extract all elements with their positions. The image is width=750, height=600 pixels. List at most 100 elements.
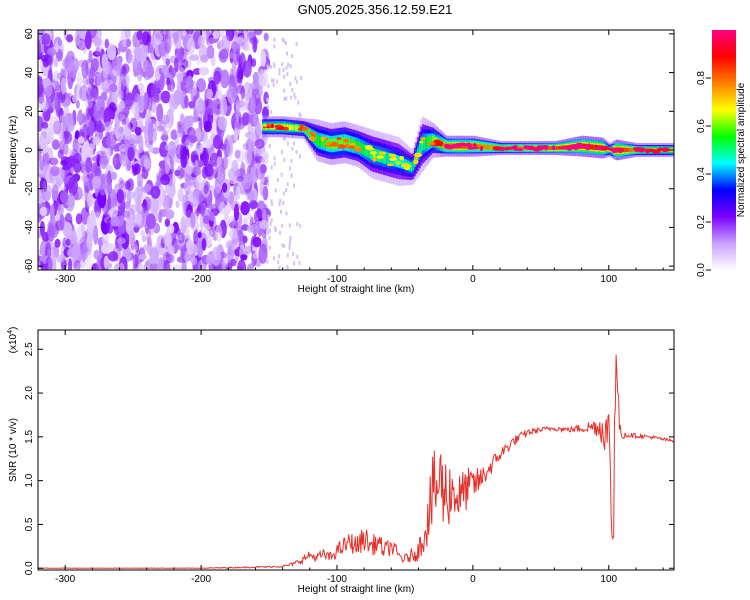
x-tick-label: -200 [191,274,211,285]
heatmap-sparse-dot [286,253,289,258]
heatmap-noise-blob [94,167,99,176]
heatmap-noise-blob [226,85,237,105]
heatmap-noise-blob [193,228,199,246]
heatmap-noise-blob [170,129,178,140]
heatmap-hot-spot [344,143,350,149]
heatmap-hot-spot [348,142,357,146]
heatmap-noise-blob [121,119,127,126]
heatmap-noise-blob [189,54,200,61]
heatmap-noise-blob [262,235,268,256]
heatmap-hot-spot [388,153,393,157]
heatmap-noise-blob [259,180,264,196]
heatmap-sparse-dot [286,51,288,56]
heatmap-sparse-dot [269,221,272,226]
heatmap-ridge-cell [387,152,390,165]
heatmap-noise-blob [228,175,239,185]
heatmap-noise-blob [249,161,259,168]
heatmap-noise-blob [196,78,207,93]
heatmap-noise-blob [43,53,53,66]
heatmap-noise-blob [132,58,142,73]
heatmap-noise-blob [51,177,61,192]
heatmap-sparse-dot [267,230,270,235]
heatmap-noise-blob [160,72,165,91]
heatmap-noise-blob [253,72,259,83]
heatmap-noise-blob [200,54,209,63]
heatmap-ridge-cell [316,134,319,145]
x-tick-label: -100 [327,274,347,285]
heatmap-noise-blob [171,67,176,78]
heatmap-noise-blob [48,121,54,135]
heatmap-noise-blob [103,255,109,270]
heatmap-noise-blob [134,212,142,226]
heatmap-sparse-dot [288,223,291,228]
heatmap-noise-blob [248,83,253,98]
heatmap-noise-blob [175,200,180,209]
heatmap-sparse-dot [281,62,284,67]
heatmap-ridge-cell [484,144,487,150]
heatmap-noise-blob [140,229,146,237]
heatmap-noise-blob [112,194,118,207]
heatmap-noise-blob [102,213,111,223]
heatmap-noise-blob [228,191,235,205]
heatmap-noise-blob [210,149,217,163]
heatmap-noise-blob [63,141,69,156]
heatmap-hot-spot [414,152,423,158]
heatmap-ridge-cell [422,137,425,151]
heatmap-sparse-dot [267,214,270,219]
heatmap-hot-spot [634,148,640,152]
heatmap-sparse-dot [291,54,294,58]
heatmap-noise-blob [219,251,228,259]
heatmap-ridge-cell [596,144,599,151]
heatmap-noise-blob [41,38,48,46]
heatmap-noise-blob [167,245,175,255]
heatmap-noise-blob [204,147,213,166]
heatmap-hot-spot [395,160,402,165]
snr-x-axis-label: Height of straight line (km) [298,584,415,595]
heatmap-noise-blob [203,120,212,133]
heatmap-sparse-dot [286,265,289,270]
heatmap-y-axis-label: Frequency (Hz) [8,116,19,185]
heatmap-noise-blob [161,129,169,144]
heatmap-noise-blob [129,203,137,215]
heatmap-sparse-dot [267,104,270,109]
heatmap-hot-spot [538,147,544,151]
colorbar-tick-label: 0.2 [696,215,707,229]
heatmap-noise-blob [188,135,198,144]
heatmap-ridge-cell [342,137,345,148]
heatmap-noise-blob [149,247,159,265]
heatmap-noise-blob [99,156,109,168]
heatmap-noise-blob [104,38,110,49]
heatmap-noise-blob [75,99,80,109]
heatmap-sparse-dot [298,112,301,117]
heatmap-sparse-dot [288,246,291,250]
heatmap-noise-blob [85,30,92,50]
heatmap-ridge-cell [632,148,635,152]
heatmap-noise-blob [133,221,142,228]
heatmap-sparse-dot [284,41,287,46]
heatmap-sparse-dot [278,71,281,76]
heatmap-noise-blob [247,263,254,270]
snr-y-axis-label: SNR (10 * v/v) [8,418,19,482]
heatmap-hot-spot [369,151,378,155]
heatmap-noise-blob [101,91,108,102]
snr-y-multiplier: (x104) [7,327,19,354]
heatmap-ridge-cell [400,157,403,169]
heatmap-sparse-dot [294,76,297,81]
heatmap-noise-blob [117,90,124,100]
heatmap-noise-blob [160,114,170,125]
heatmap-noise-blob [38,84,45,104]
heatmap-noise-blob [112,155,117,167]
heatmap-ridge-cell [363,143,366,156]
heatmap-noise-blob [177,127,184,134]
heatmap-noise-blob [45,95,52,108]
heatmap-ridge-cell [288,124,291,130]
heatmap-noise-blob [89,66,96,75]
heatmap-noise-blob [86,192,94,208]
heatmap-hot-spot [640,149,644,153]
heatmap-noise-blob [252,251,260,260]
heatmap-hot-spot [372,153,376,159]
heatmap-ridge-cell [317,135,320,146]
heatmap-noise-blob [141,235,147,243]
heatmap-noise-blob [179,168,185,178]
heatmap-hot-spot [348,145,355,149]
